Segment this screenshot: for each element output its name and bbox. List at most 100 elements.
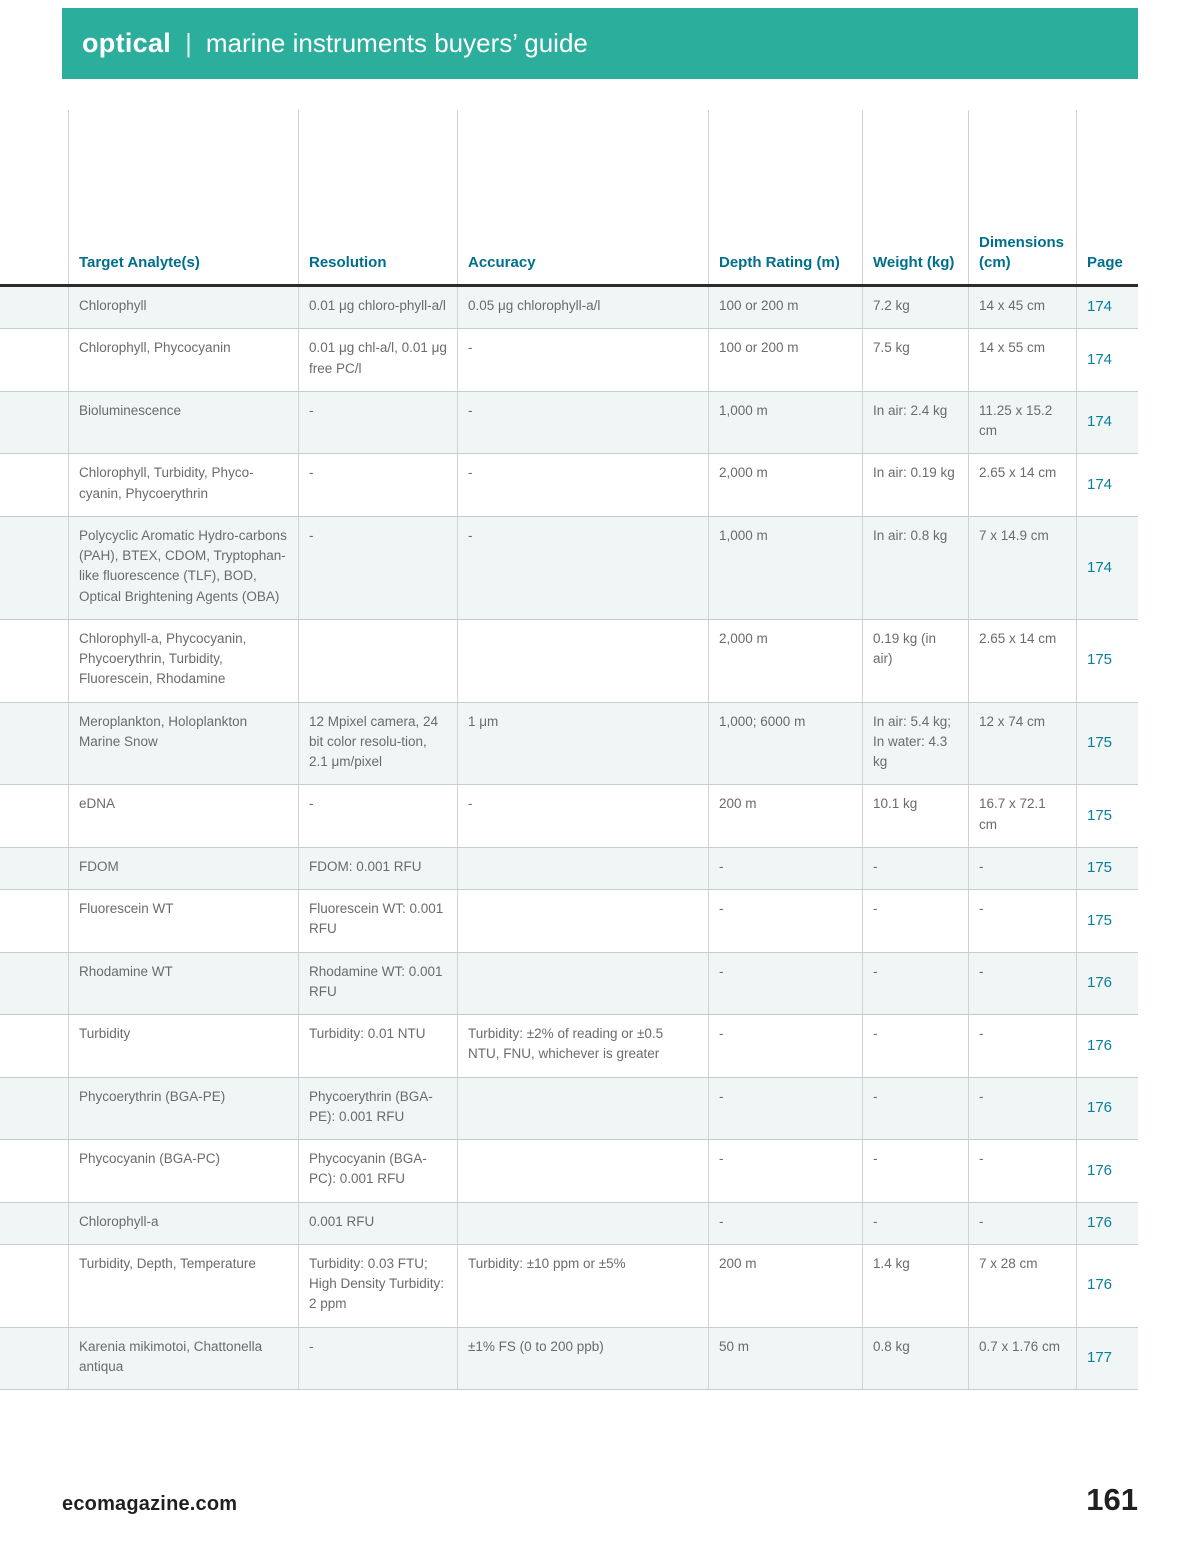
cell-dimensions: - bbox=[968, 847, 1076, 889]
cell-weight: In air: 5.4 kg; In water: 4.3 kg bbox=[862, 702, 968, 785]
cell-depth-rating: 1,000 m bbox=[708, 516, 862, 619]
cell-weight: 7.5 kg bbox=[862, 329, 968, 391]
cell-weight: In air: 2.4 kg bbox=[862, 391, 968, 454]
row-spacer-cell bbox=[0, 953, 68, 1015]
cell-target-analyte: Bioluminescence bbox=[68, 391, 298, 454]
cell-accuracy: 1 μm bbox=[457, 702, 708, 785]
cell-target-analyte: Chlorophyll bbox=[68, 287, 298, 329]
cell-weight: 7.2 kg bbox=[862, 287, 968, 329]
cell-depth-rating: 2,000 m bbox=[708, 619, 862, 702]
cell-accuracy: - bbox=[457, 516, 708, 619]
table-row: Rhodamine WT Rhodamine WT: 0.001 RFU - -… bbox=[0, 952, 1138, 1015]
cell-page: 176 bbox=[1076, 1077, 1138, 1139]
header-resolution: Resolution bbox=[298, 110, 457, 284]
cell-weight: 10.1 kg bbox=[862, 785, 968, 847]
instruments-table: Target Analyte(s) Resolution Accuracy De… bbox=[0, 110, 1138, 1390]
cell-weight: - bbox=[862, 952, 968, 1014]
cell-target-analyte: eDNA bbox=[68, 785, 298, 847]
cell-dimensions: - bbox=[968, 1202, 1076, 1244]
cell-page: 174 bbox=[1076, 329, 1138, 391]
cell-depth-rating: - bbox=[708, 847, 862, 889]
table-row: FDOM FDOM: 0.001 RFU - - - 175 bbox=[0, 847, 1138, 890]
cell-weight: In air: 0.8 kg bbox=[862, 516, 968, 619]
cell-weight: - bbox=[862, 1077, 968, 1139]
cell-target-analyte: Chlorophyll, Phycocyanin bbox=[68, 329, 298, 391]
cell-page: 174 bbox=[1076, 287, 1138, 329]
cell-accuracy: ±1% FS (0 to 200 ppb) bbox=[457, 1327, 708, 1389]
cell-resolution: - bbox=[298, 454, 457, 516]
banner-section-title: optical bbox=[82, 28, 172, 58]
cell-dimensions: 7 x 14.9 cm bbox=[968, 516, 1076, 619]
cell-weight: - bbox=[862, 890, 968, 952]
cell-dimensions: 16.7 x 72.1 cm bbox=[968, 785, 1076, 847]
cell-resolution: 0.01 μg chl-a/l, 0.01 μg free PC/l bbox=[298, 329, 457, 391]
header-weight: Weight (kg) bbox=[862, 110, 968, 284]
cell-resolution: 0.001 RFU bbox=[298, 1202, 457, 1244]
row-spacer-cell bbox=[0, 1328, 68, 1390]
cell-accuracy: - bbox=[457, 785, 708, 847]
header-dimensions: Dimensions (cm) bbox=[968, 110, 1076, 284]
table-row: Meroplankton, Holoplankton Marine Snow 1… bbox=[0, 702, 1138, 786]
row-spacer-cell bbox=[0, 517, 68, 619]
cell-accuracy bbox=[457, 619, 708, 702]
banner-subtitle: marine instruments buyers’ guide bbox=[205, 28, 588, 58]
cell-depth-rating: 1,000; 6000 m bbox=[708, 702, 862, 785]
table-row: Chlorophyll, Turbidity, Phyco-cyanin, Ph… bbox=[0, 454, 1138, 517]
cell-page: 174 bbox=[1076, 516, 1138, 619]
cell-accuracy: - bbox=[457, 329, 708, 391]
table-row: Turbidity Turbidity: 0.01 NTU Turbidity:… bbox=[0, 1015, 1138, 1078]
cell-resolution: Turbidity: 0.01 NTU bbox=[298, 1015, 457, 1077]
cell-accuracy: - bbox=[457, 454, 708, 516]
table-header-row: Target Analyte(s) Resolution Accuracy De… bbox=[0, 110, 1138, 287]
cell-resolution bbox=[298, 619, 457, 702]
row-spacer-cell bbox=[0, 329, 68, 391]
cell-resolution: Fluorescein WT: 0.001 RFU bbox=[298, 890, 457, 952]
cell-depth-rating: - bbox=[708, 1202, 862, 1244]
cell-accuracy: - bbox=[457, 391, 708, 454]
cell-dimensions: 14 x 45 cm bbox=[968, 287, 1076, 329]
page-footer: ecomagazine.com 161 bbox=[62, 1482, 1138, 1518]
cell-page: 174 bbox=[1076, 391, 1138, 454]
table-row: Phycocyanin (BGA-PC) Phycocyanin (BGA-PC… bbox=[0, 1140, 1138, 1203]
cell-depth-rating: 100 or 200 m bbox=[708, 329, 862, 391]
table-row: Chlorophyll, Phycocyanin 0.01 μg chl-a/l… bbox=[0, 329, 1138, 392]
row-spacer-cell bbox=[0, 454, 68, 516]
cell-resolution: - bbox=[298, 785, 457, 847]
cell-target-analyte: Chlorophyll-a, Phycocyanin, Phycoerythri… bbox=[68, 619, 298, 702]
header-accuracy: Accuracy bbox=[457, 110, 708, 284]
cell-accuracy bbox=[457, 952, 708, 1014]
cell-dimensions: - bbox=[968, 890, 1076, 952]
cell-target-analyte: Karenia mikimotoi, Chattonella antiqua bbox=[68, 1327, 298, 1389]
row-spacer-cell bbox=[0, 890, 68, 952]
cell-resolution: FDOM: 0.001 RFU bbox=[298, 847, 457, 889]
cell-dimensions: 11.25 x 15.2 cm bbox=[968, 391, 1076, 454]
cell-page: 175 bbox=[1076, 619, 1138, 702]
cell-resolution: - bbox=[298, 1327, 457, 1389]
cell-page: 175 bbox=[1076, 890, 1138, 952]
cell-depth-rating: 100 or 200 m bbox=[708, 287, 862, 329]
cell-dimensions: 7 x 28 cm bbox=[968, 1244, 1076, 1327]
cell-resolution: Phycoerythrin (BGA-PE): 0.001 RFU bbox=[298, 1077, 457, 1139]
cell-accuracy: Turbidity: ±2% of reading or ±0.5 NTU, F… bbox=[457, 1015, 708, 1077]
cell-target-analyte: Turbidity, Depth, Temperature bbox=[68, 1244, 298, 1327]
cell-resolution: 0.01 μg chloro-phyll-a/l bbox=[298, 287, 457, 329]
cell-dimensions: 2.65 x 14 cm bbox=[968, 619, 1076, 702]
cell-depth-rating: 2,000 m bbox=[708, 454, 862, 516]
cell-page: 174 bbox=[1076, 454, 1138, 516]
cell-page: 177 bbox=[1076, 1327, 1138, 1389]
cell-target-analyte: Fluorescein WT bbox=[68, 890, 298, 952]
cell-resolution: 12 Mpixel camera, 24 bit color resolu-ti… bbox=[298, 702, 457, 785]
cell-resolution: - bbox=[298, 391, 457, 454]
cell-depth-rating: - bbox=[708, 890, 862, 952]
header-depth-rating: Depth Rating (m) bbox=[708, 110, 862, 284]
table-row: Turbidity, Depth, Temperature Turbidity:… bbox=[0, 1244, 1138, 1328]
cell-dimensions: 2.65 x 14 cm bbox=[968, 454, 1076, 516]
cell-accuracy bbox=[457, 847, 708, 889]
cell-page: 176 bbox=[1076, 1015, 1138, 1077]
cell-resolution: Rhodamine WT: 0.001 RFU bbox=[298, 952, 457, 1014]
table-row: eDNA - - 200 m 10.1 kg 16.7 x 72.1 cm 17… bbox=[0, 785, 1138, 848]
cell-target-analyte: Polycyclic Aromatic Hydro-carbons (PAH),… bbox=[68, 516, 298, 619]
cell-depth-rating: - bbox=[708, 1077, 862, 1139]
cell-depth-rating: - bbox=[708, 952, 862, 1014]
table-row: Chlorophyll-a, Phycocyanin, Phycoerythri… bbox=[0, 619, 1138, 703]
